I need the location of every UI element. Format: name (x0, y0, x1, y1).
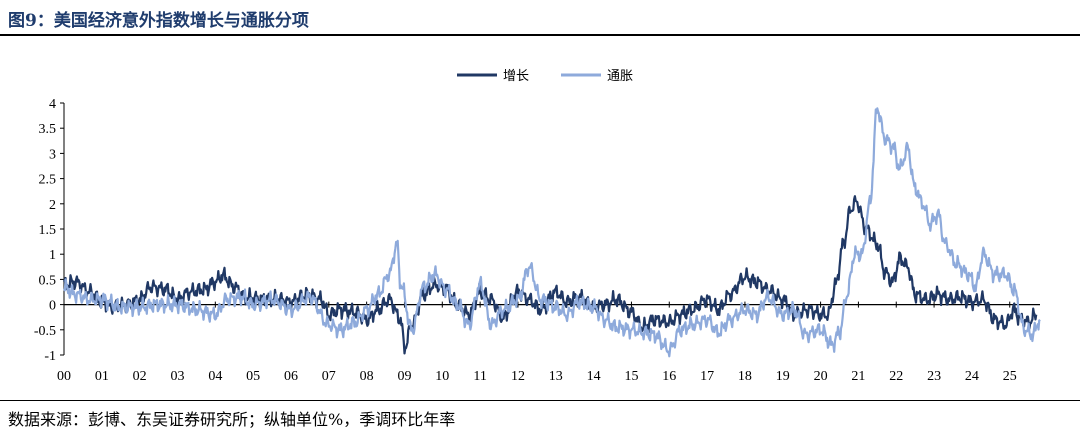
y-tick-label: 2 (49, 198, 56, 213)
legend-label-0: 增长 (503, 69, 529, 84)
line-chart: 增长 通胀 -1 -0.5 0 0.5 1 1.5 2 2.5 3 3.5 4 00 01 02 03 04 0… (34, 69, 1041, 384)
x-tick-label: 06 (284, 369, 298, 384)
series-layer (62, 107, 1041, 358)
x-tick-label: 01 (95, 369, 109, 384)
y-tick-label: 0.5 (39, 273, 57, 288)
x-tick-label: 04 (208, 369, 222, 384)
x-tick-label: 05 (246, 369, 260, 384)
x-tick-label: 10 (435, 369, 449, 384)
x-tick-label: 07 (322, 369, 336, 384)
source-note: 数据来源：彭博、东吴证券研究所；纵轴单位%，季调环比年率 (8, 410, 456, 429)
y-tick-label: 3 (49, 147, 56, 162)
legend-label-1: 通胀 (607, 69, 633, 84)
x-tick-label: 03 (170, 369, 184, 384)
x-tick-label: 15 (624, 369, 638, 384)
chart-title: 图9：美国经济意外指数增长与通胀分项 (8, 11, 309, 31)
x-tick-label: 23 (927, 369, 941, 384)
x-tick-label: 13 (549, 369, 563, 384)
y-axis: -1 -0.5 0 0.5 1 1.5 2 2.5 3 3.5 4 (34, 97, 65, 364)
title-divider (0, 34, 1080, 36)
y-tick-label: 1 (49, 248, 56, 263)
x-tick-label: 08 (360, 369, 374, 384)
x-tick-label: 16 (662, 369, 676, 384)
x-tick-label: 12 (511, 369, 525, 384)
y-tick-label: 4 (49, 97, 56, 112)
x-tick-label: 02 (133, 369, 147, 384)
y-tick-label: 1.5 (39, 223, 57, 238)
x-tick-label: 21 (851, 369, 865, 384)
x-tick-label: 24 (965, 369, 979, 384)
x-tick-label: 25 (1003, 369, 1017, 384)
x-tick-label: 22 (889, 369, 903, 384)
chart-legend: 增长 通胀 (457, 69, 633, 84)
x-tick-label: 11 (473, 369, 486, 384)
x-tick-label: 18 (738, 369, 752, 384)
x-tick-label: 19 (776, 369, 790, 384)
footer-divider (0, 400, 1080, 401)
y-tick-label: 2.5 (39, 173, 57, 188)
series-line-0 (62, 195, 1038, 355)
y-tick-label: -0.5 (34, 324, 56, 339)
x-tick-label: 00 (57, 369, 71, 384)
x-tick-label: 14 (587, 369, 601, 384)
series-line-1 (62, 107, 1041, 358)
y-tick-label: -1 (44, 349, 56, 364)
x-tick-label: 20 (814, 369, 828, 384)
y-tick-label: 3.5 (39, 122, 57, 137)
x-tick-label: 09 (397, 369, 411, 384)
x-tick-label: 17 (700, 369, 714, 384)
y-tick-label: 0 (49, 299, 56, 314)
